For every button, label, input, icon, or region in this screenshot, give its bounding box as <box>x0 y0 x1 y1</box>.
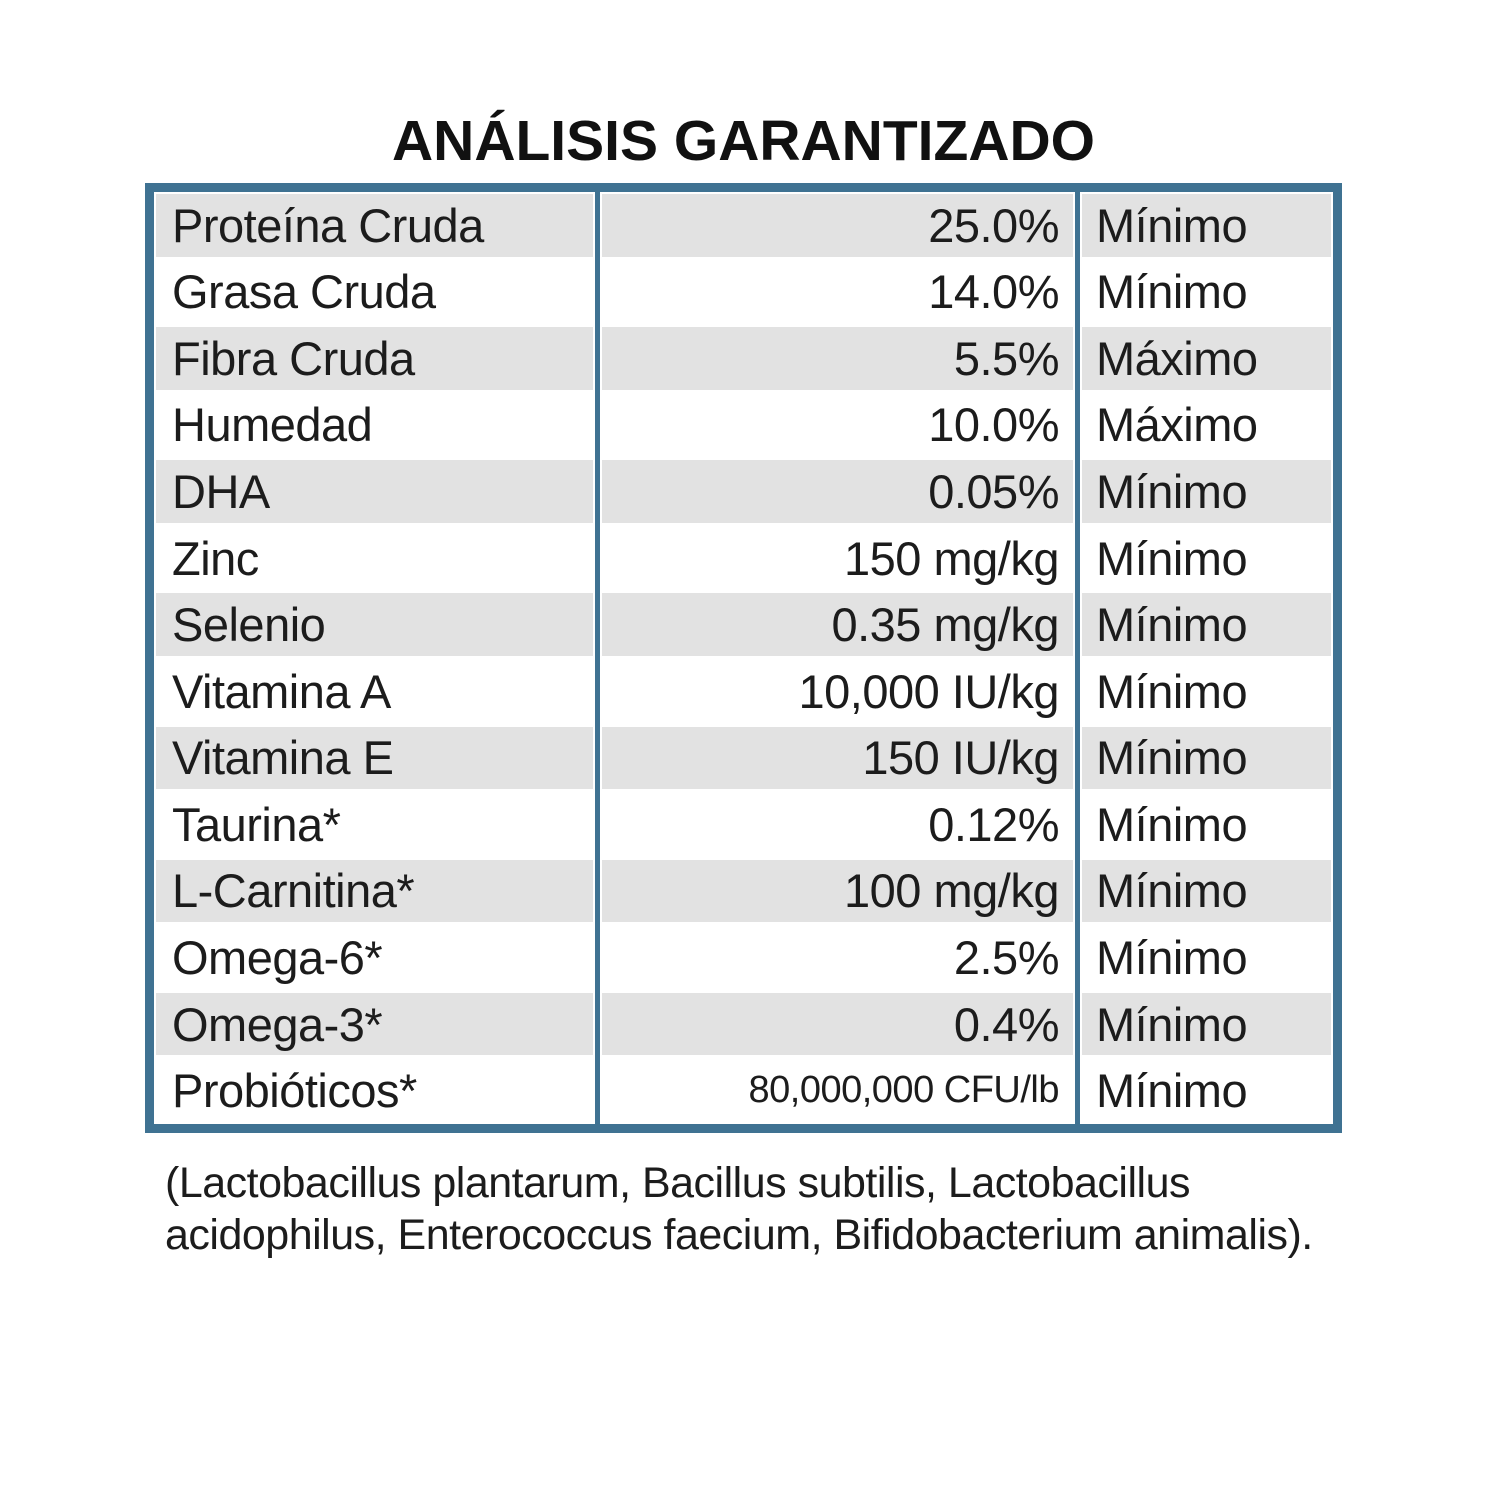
row-qualifier: Mínimo <box>1096 664 1248 718</box>
row-value: 150 mg/kg <box>844 531 1059 585</box>
row-value: 150 IU/kg <box>602 726 1073 790</box>
row-value: 14.0% <box>928 265 1059 319</box>
row-value: 10,000 IU/kg <box>798 664 1059 718</box>
row-qualifier: Mínimo <box>1096 265 1248 319</box>
row-qualifier: Mínimo <box>1096 531 1248 585</box>
row-qualifier: Mínimo <box>1096 931 1248 985</box>
row-label: L-Carnitina* <box>156 859 593 923</box>
row-label: Zinc <box>172 531 259 585</box>
row-qualifier: Mínimo <box>1082 859 1331 923</box>
row-qualifier: Mínimo <box>1096 797 1248 851</box>
row-value: 10.0% <box>928 398 1059 452</box>
row-label: DHA <box>156 460 593 523</box>
row-label: Fibra Cruda <box>156 327 593 390</box>
page-title: ANÁLISIS GARANTIZADO <box>392 109 1095 173</box>
column-divider <box>595 192 600 1124</box>
row-label: Grasa Cruda <box>172 265 436 319</box>
row-label: Vitamina E <box>156 726 593 790</box>
guaranteed-analysis-table: Proteína Cruda 25.0% Mínimo Grasa Cruda … <box>145 183 1342 1133</box>
row-value: 0.35 mg/kg <box>602 593 1073 656</box>
row-value: 25.0% <box>602 194 1073 257</box>
row-label: Proteína Cruda <box>156 194 593 257</box>
row-qualifier: Mínimo <box>1082 726 1331 790</box>
row-qualifier: Máximo <box>1096 398 1258 452</box>
row-label: Omega-3* <box>156 992 593 1056</box>
row-qualifier: Mínimo <box>1082 992 1331 1056</box>
row-value: 0.05% <box>602 460 1073 523</box>
row-label: Probióticos* <box>172 1064 417 1118</box>
row-label: Vitamina A <box>172 664 391 718</box>
row-label: Omega-6* <box>172 931 383 985</box>
row-qualifier: Mínimo <box>1082 194 1331 257</box>
row-value: 0.12% <box>928 797 1059 851</box>
row-value: 0.4% <box>602 992 1073 1056</box>
row-qualifier: Mínimo <box>1082 460 1331 523</box>
row-qualifier: Máximo <box>1082 327 1331 390</box>
row-qualifier: Mínimo <box>1096 1064 1248 1118</box>
row-qualifier: Mínimo <box>1082 593 1331 656</box>
row-value: 100 mg/kg <box>602 859 1073 923</box>
row-label: Taurina* <box>172 797 341 851</box>
row-label: Humedad <box>172 398 373 452</box>
row-value: 5.5% <box>602 327 1073 390</box>
row-label: Selenio <box>156 593 593 656</box>
row-value: 80,000,000 CFU/lb <box>748 1069 1060 1112</box>
row-value: 2.5% <box>953 931 1060 985</box>
column-divider <box>1075 192 1080 1124</box>
probiotics-footnote: (Lactobacillus plantarum, Bacillus subti… <box>165 1159 1313 1259</box>
